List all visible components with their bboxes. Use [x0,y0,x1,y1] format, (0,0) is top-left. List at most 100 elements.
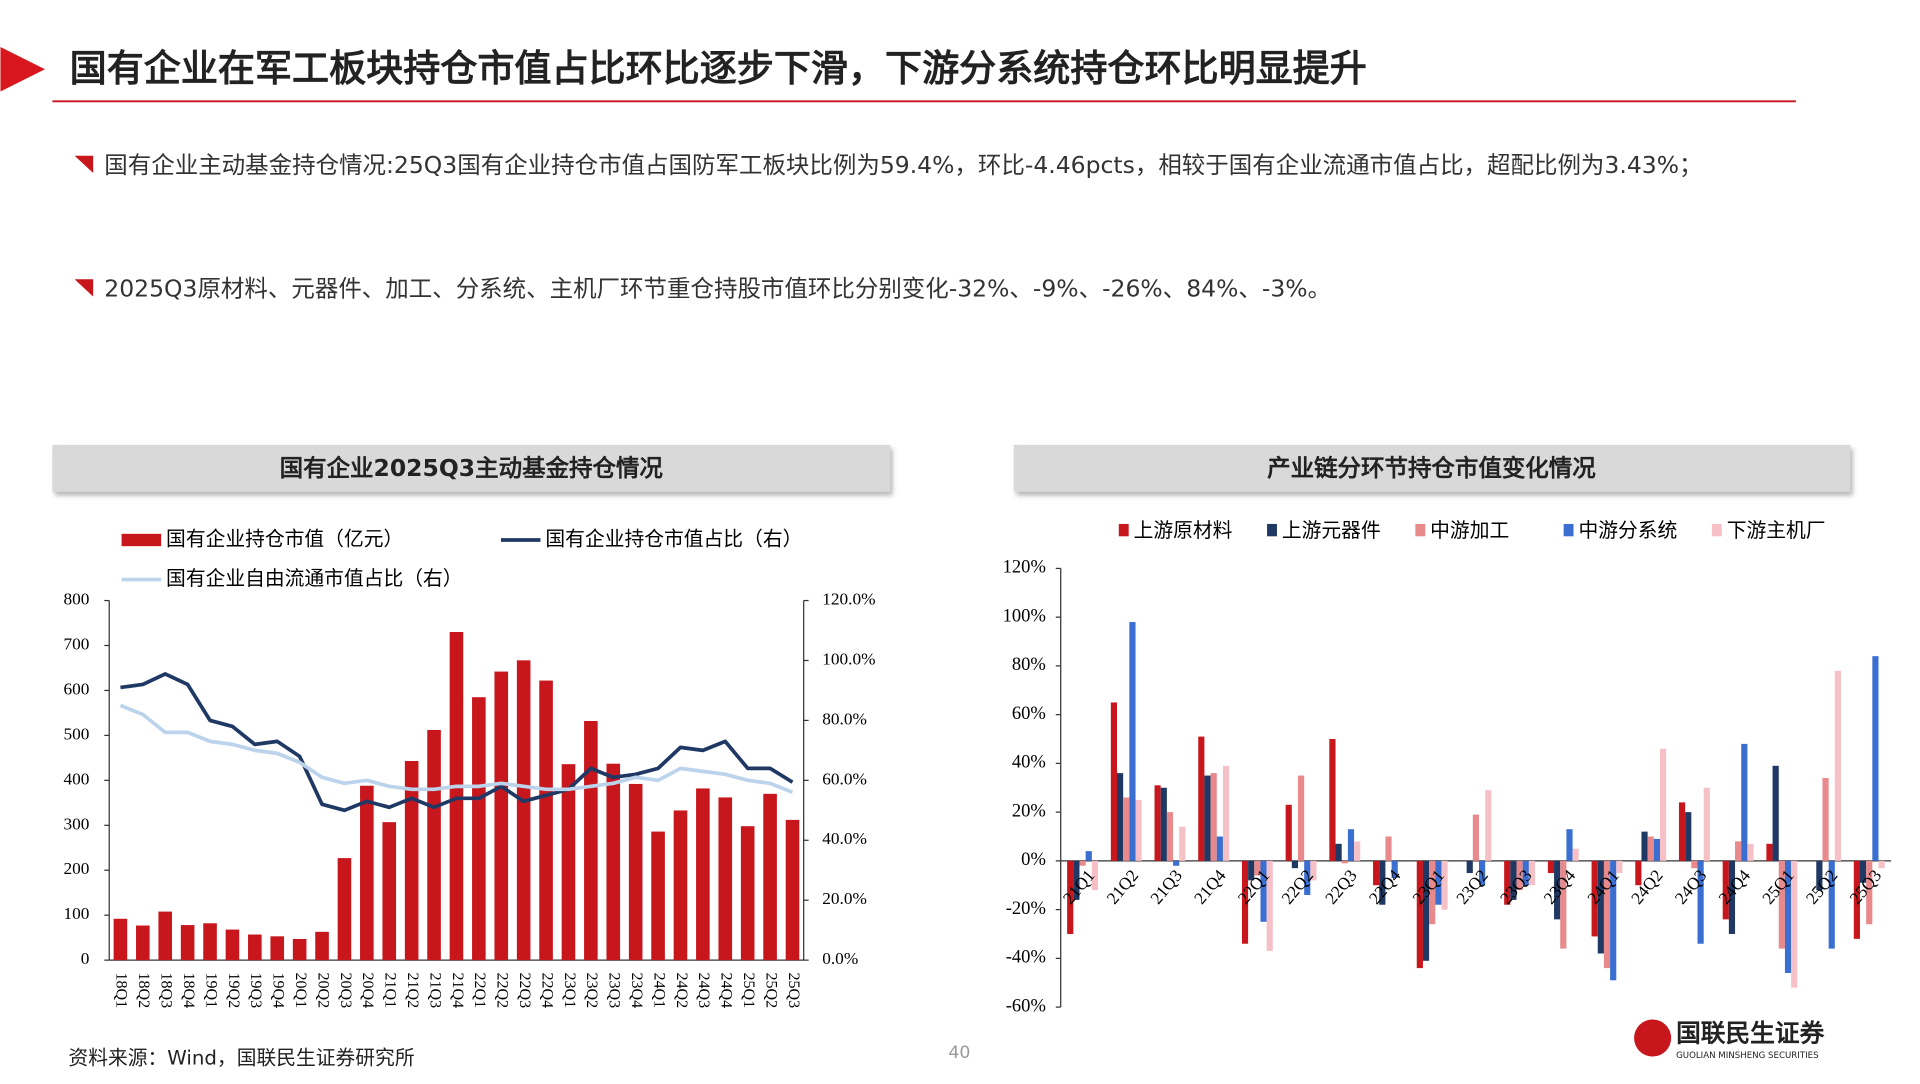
bar [763,793,777,961]
x-tick-label: 19Q4 [270,972,287,1008]
bar [1422,860,1430,961]
x-tick-label: 24Q4 [718,972,735,1008]
bar [1110,702,1117,861]
bar [628,783,643,961]
bar [1728,860,1736,934]
bullet-box: 国有企业主动基金持仓情况:25Q3国有企业持仓市值占国防军工板块比例为59.4%… [104,152,1702,179]
bar [1091,860,1099,891]
bar [1341,860,1348,864]
logo-text: 国联民生证券 [1676,1018,1825,1047]
y-tick-label: 300 [64,814,90,833]
bar [1285,804,1292,861]
bar [360,785,374,961]
y2-tick-label: 20.0% [822,889,867,908]
bar [1872,656,1879,861]
bar [539,680,553,961]
chart-title: 国有企业2025Q3主动基金持仓情况 [280,454,664,482]
bar [1784,860,1792,973]
bar [584,721,598,961]
x-tick-label: 18Q3 [158,972,175,1008]
bar [1067,860,1074,934]
bar [1291,860,1298,869]
bar [1254,860,1261,876]
bar [1373,860,1380,886]
bar [673,810,688,961]
x-tick-label: 25Q2 [1802,866,1841,908]
bar [1554,860,1561,920]
bar [1722,860,1729,920]
bar [1866,860,1873,925]
bar [1778,860,1785,949]
bar [1329,739,1336,861]
bar [1248,860,1255,881]
bar [1822,778,1829,861]
bar [404,761,419,961]
bar [516,660,531,961]
page-number: 40 [948,1043,970,1063]
line-series [119,703,794,795]
bar [427,730,441,961]
bar [1641,831,1648,861]
bar [1222,765,1230,861]
logo-mark [1634,1019,1672,1057]
legend-label: 下游主机厂 [1727,519,1826,542]
bar [136,925,150,961]
bar [1416,860,1423,969]
y-tick-label: 80% [1012,654,1046,675]
bar [1429,860,1436,925]
y-tick-label: 100 [64,904,90,923]
legend-swatch [1118,523,1129,537]
bar [1216,836,1223,861]
legend-label: 国有企业持仓市值占比（右） [545,528,802,551]
x-tick-label: 20Q3 [337,972,354,1008]
bar [696,788,710,961]
bar [1472,814,1479,861]
x-tick-label: 22Q1 [471,972,488,1008]
y-tick-label: 800 [64,590,90,609]
legend-swatch [121,533,162,547]
bar [1834,670,1841,861]
chart-header [1013,444,1851,492]
bar [1466,860,1473,874]
bar [1560,860,1567,949]
bar [1859,860,1867,883]
line-series [120,672,794,813]
bar [1354,841,1361,861]
x-tick-label: 23Q4 [628,972,645,1008]
bar [1772,765,1779,861]
bar [1391,860,1398,878]
y-tick-label: -60% [1006,995,1046,1016]
bullet-box: 2025Q3原材料、元器件、加工、分系统、主机厂环节重仓持股市值环比分别变化-3… [104,276,1331,303]
y-tick-label: 20% [1012,800,1046,821]
y2-tick-label: 80.0% [822,709,867,728]
x-tick-label: 24Q4 [1715,866,1754,908]
y2-tick-label: 0.0% [822,949,858,968]
x-tick-label: 25Q1 [740,972,757,1008]
y-tick-label: 200 [64,859,90,878]
bar [158,911,173,961]
bar [1616,860,1623,874]
bar [1603,860,1611,969]
bar [1610,860,1617,981]
bar [1691,860,1698,869]
bar [270,936,285,961]
bar [1123,797,1130,861]
bar [1335,843,1342,861]
x-tick-label: 21Q1 [382,972,399,1008]
x-tick-label: 21Q2 [1103,866,1142,908]
x-tick-label: 25Q3 [1846,866,1885,908]
title-marker [0,46,45,92]
x-tick-label: 25Q2 [762,972,779,1008]
bar [1241,860,1249,944]
bar [1204,775,1211,861]
x-tick-label: 21Q4 [449,972,466,1008]
x-tick-label: 22Q4 [538,972,555,1008]
x-tick-label: 24Q2 [1627,866,1666,908]
bar [1085,851,1092,861]
bar [1310,860,1317,881]
x-tick-label: 20Q1 [292,972,309,1008]
bar [1510,860,1517,900]
bar [292,939,307,961]
bar [494,671,509,961]
